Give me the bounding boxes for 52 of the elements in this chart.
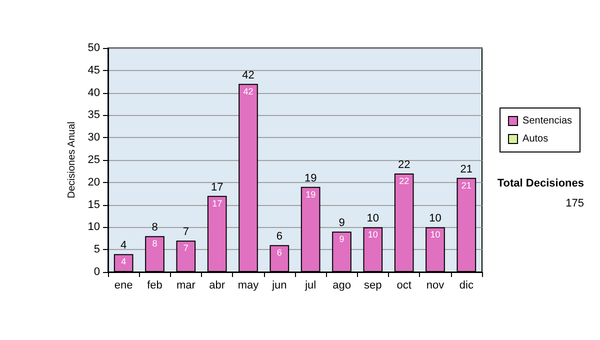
y-tick-label: 30 — [88, 132, 100, 144]
total-label: 21 — [460, 163, 473, 176]
total-label: 19 — [304, 172, 317, 184]
x-tick-label: ene — [114, 280, 133, 292]
total-label: 10 — [366, 212, 380, 225]
text: 175 — [566, 198, 584, 210]
legend-label: Autos — [522, 134, 548, 144]
x-tick-label: jul — [304, 280, 316, 292]
y-tick-label: 50 — [88, 42, 100, 54]
y-tick-label: 45 — [88, 64, 100, 76]
y-tick-label: 10 — [88, 221, 100, 234]
data-label: 7 — [183, 243, 188, 254]
y-tick-label: 40 — [88, 86, 100, 99]
total-label: 17 — [210, 181, 224, 194]
y-tick-label: 15 — [88, 198, 100, 211]
y-tick-label: 25 — [88, 154, 100, 166]
total-label: 4 — [120, 240, 127, 252]
data-label: 8 — [152, 238, 158, 249]
x-tick-label: ago — [332, 280, 351, 292]
x-tick-label: sep — [364, 280, 382, 292]
data-label: 10 — [430, 230, 440, 240]
data-label: 22 — [399, 176, 410, 186]
x-tick-label: mar — [176, 280, 196, 292]
x-tick-label: nov — [426, 280, 445, 292]
total-label: 10 — [429, 212, 442, 225]
y-tick-label: 5 — [94, 244, 100, 256]
data-label: 10 — [368, 230, 378, 240]
data-label: 4 — [121, 256, 126, 267]
y-tick-label: 20 — [88, 176, 100, 188]
x-tick-label: jun — [271, 280, 287, 292]
y-tick-label: 0 — [94, 266, 100, 278]
total-label: 22 — [398, 158, 410, 171]
y-axis-title: Decisiones Anual — [66, 122, 78, 198]
x-tick-label: feb — [147, 280, 162, 292]
x-tick-label: abr — [209, 280, 226, 292]
x-tick-label: oct — [396, 280, 412, 292]
total-label: 8 — [152, 222, 158, 234]
total-label: 7 — [182, 226, 189, 238]
y-tick-label: 35 — [88, 109, 100, 122]
x-tick-label: dic — [459, 280, 474, 292]
legend-label: Sentencias — [522, 116, 572, 126]
data-label: 42 — [243, 86, 254, 96]
text: Total Decisiones — [497, 178, 584, 190]
data-label: 9 — [339, 234, 344, 244]
total-label: 9 — [338, 217, 345, 230]
data-label: 21 — [461, 180, 472, 190]
total-label: 6 — [276, 230, 282, 243]
data-label: 6 — [276, 248, 282, 258]
data-label: 19 — [306, 189, 316, 200]
total-label: 42 — [242, 69, 254, 82]
x-tick-label: may — [238, 280, 260, 292]
data-label: 17 — [212, 198, 222, 208]
